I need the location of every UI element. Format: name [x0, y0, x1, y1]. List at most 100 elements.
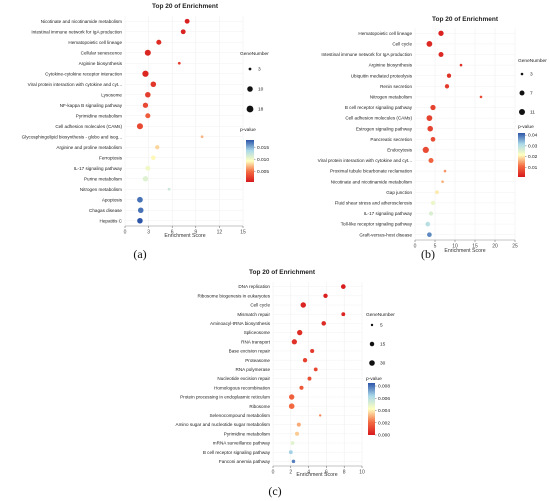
data-point [307, 376, 312, 381]
category-label: Arginine and proline metabolism [56, 145, 122, 150]
colorbar-tick-label: 0.02 [528, 154, 538, 160]
data-point [441, 180, 444, 183]
data-point [422, 146, 429, 153]
data-point [341, 312, 346, 317]
category-label: Protein processing in endoplasmic reticu… [180, 395, 270, 400]
data-point [430, 200, 436, 206]
panel-b: Top 20 of Enrichment 0 5 10 15 20 25 Hematopoi… [318, 16, 548, 261]
x-tick-label: 2 [289, 470, 292, 476]
category-label: Cell adhesion molecules (CAMs) [55, 124, 122, 129]
category-label: Intestinal immune network for IgA produc… [31, 29, 122, 34]
data-point [156, 39, 162, 45]
colorbar-tick-label: 0.006 [378, 396, 390, 402]
category-label: Spliceosome [244, 330, 271, 335]
size-legend-dot [247, 86, 253, 92]
data-point [137, 207, 144, 214]
data-point [425, 221, 431, 227]
x-tick-label: 15 [472, 244, 478, 250]
category-label: Renin secretion [380, 84, 412, 89]
data-point [318, 414, 322, 417]
data-point [310, 348, 315, 354]
category-label: Nicotinate and nicotinamide metabolism [331, 179, 412, 184]
category-label: RNA transport [241, 339, 271, 344]
data-point [291, 459, 296, 464]
panel-b-size-legend-title: GeneNumber [518, 58, 547, 64]
category-label: Selenocompound metabolism [209, 413, 270, 418]
size-legend-dot [519, 90, 525, 96]
category-label: B cell receptor signaling pathway [345, 105, 413, 110]
plot-area [125, 16, 243, 226]
data-point [427, 125, 433, 132]
data-point [142, 102, 149, 108]
panel-a-plot: 0 3 6 9 12 15 Nicotinate and nicotinamide meta… [22, 16, 269, 236]
data-point [438, 52, 444, 57]
category-label: Ferroptosis [99, 155, 123, 160]
category-label: Chagas disease [89, 208, 122, 213]
size-legend-dot [520, 72, 524, 76]
data-point [430, 104, 436, 111]
data-point [145, 165, 151, 171]
data-point [321, 321, 326, 326]
category-label: Pyrimidine metabolism [224, 431, 270, 436]
data-point [444, 84, 450, 89]
size-legend-dot [248, 67, 252, 71]
data-point [435, 190, 439, 195]
data-point [300, 302, 306, 308]
x-tick-label: 8 [343, 470, 346, 476]
x-tick-label: 4 [307, 470, 310, 476]
data-point [142, 176, 149, 182]
data-point [151, 155, 156, 161]
data-point [290, 441, 295, 445]
category-label: Mismatch repair [237, 312, 270, 317]
category-label: Arginine biosynthesis [79, 61, 123, 66]
colorbar-tick-label: 0.000 [378, 433, 390, 439]
pvalue-colorbar [246, 140, 254, 182]
panel-a-size-legend-title: GeneNumber [240, 51, 269, 57]
data-point [428, 211, 434, 216]
data-point [299, 385, 304, 390]
category-label: Hepatitis C [100, 218, 123, 223]
size-legend-dot [369, 341, 375, 347]
size-legend-label: 30 [380, 361, 386, 367]
category-label: Viral protein interaction with cytokine … [28, 82, 122, 87]
pvalue-colorbar [518, 133, 525, 177]
x-tick-label: 0 [272, 470, 275, 476]
category-label: Lysosome [101, 92, 122, 97]
data-point [443, 169, 447, 173]
data-point [459, 63, 463, 67]
data-point [426, 41, 433, 47]
panel-b-plot: 0 5 10 15 20 25 Hematopoietic cell lineage Cell… [318, 28, 538, 250]
category-label: Apoptosis [102, 197, 123, 202]
category-label: Toll-like receptor signaling pathway [341, 222, 413, 227]
size-legend-dot [519, 109, 525, 115]
panel-c-title: Top 20 of Enrichment [249, 269, 316, 276]
panel-a-xlabel: Enrichment Score [164, 233, 205, 239]
panel-c-xlabel: Enrichment Score [296, 472, 337, 478]
data-point [302, 358, 308, 363]
size-legend-dot [370, 323, 374, 327]
category-label: Cell adhesion molecules (CAMs) [345, 116, 412, 121]
size-legend-label: 18 [258, 107, 264, 113]
size-legend-label: 3 [530, 72, 533, 78]
category-label: Estrogen signaling pathway [356, 126, 413, 131]
size-legend-label: 11 [530, 110, 535, 116]
category-label: Nitrogen metabolism [80, 187, 122, 192]
x-tick-label: 5 [434, 244, 437, 250]
data-point [137, 196, 143, 203]
data-point [184, 18, 190, 24]
data-point [313, 367, 318, 372]
category-label: Fluid shear stress and atherosclerosis [335, 201, 413, 206]
panel-a-label: (a) [133, 247, 146, 261]
x-tick-label: 3 [147, 230, 150, 236]
data-point [296, 422, 301, 427]
data-point [291, 339, 297, 345]
data-point [142, 70, 149, 77]
category-label: NF-kappa B signaling pathway [60, 103, 123, 108]
x-tick-label: 9 [194, 230, 197, 236]
data-point [167, 187, 171, 191]
data-point [426, 115, 433, 121]
panel-c-plot: 0 2 4 6 8 10 DNA replication Ribosome biogenesi… [176, 282, 390, 476]
data-point [150, 81, 157, 88]
panel-a: Top 20 of Enrichment 0 3 6 9 12 15 Nicotinate … [22, 3, 270, 261]
